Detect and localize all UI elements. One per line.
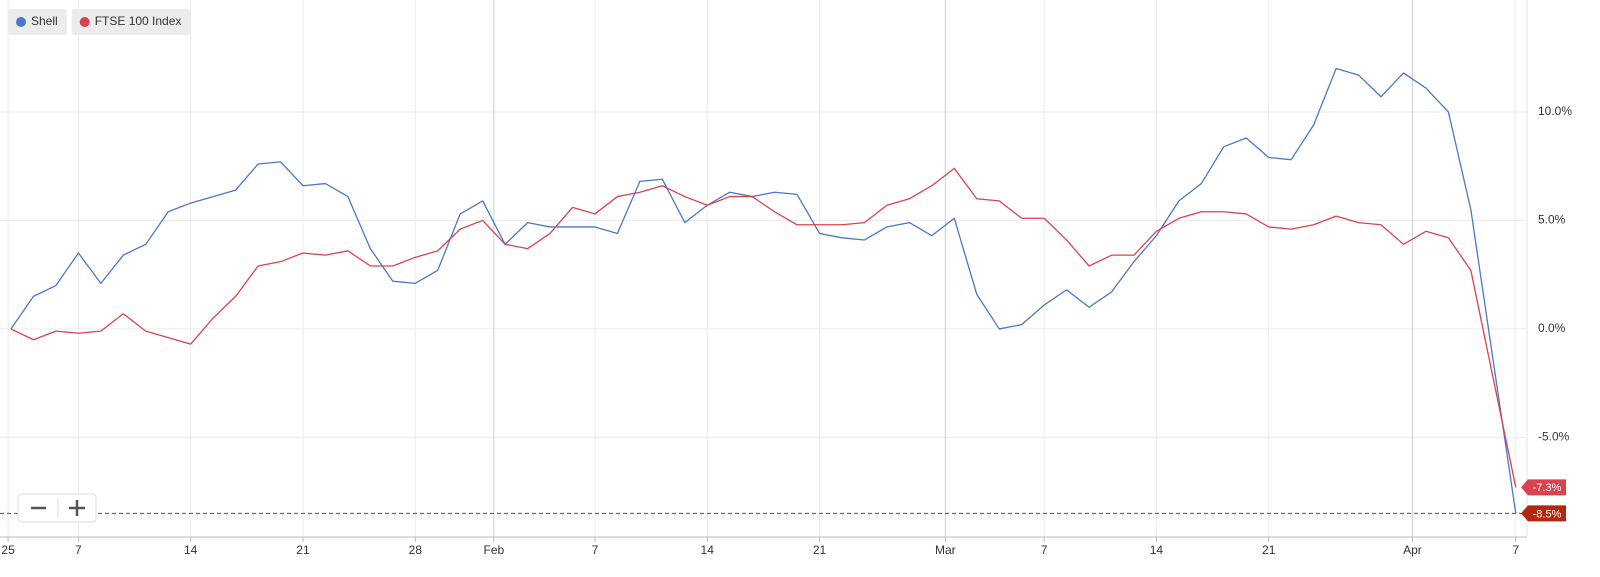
y-tick-label: 0.0% xyxy=(1538,321,1566,335)
x-tick-label: 7 xyxy=(592,543,599,557)
series-line xyxy=(10,67,1517,514)
legend-chip xyxy=(8,9,67,35)
x-tick-label: 7 xyxy=(75,543,82,557)
x-tick-label: 7 xyxy=(1041,543,1048,557)
x-tick-label: 7 xyxy=(1512,543,1519,557)
x-tick-label: 21 xyxy=(296,543,310,557)
legend-item[interactable]: Shell xyxy=(8,9,67,35)
y-tick-label: 10.0% xyxy=(1538,104,1572,118)
zoom-controls xyxy=(17,493,97,523)
x-tick-label: Mar xyxy=(935,543,956,557)
legend-swatch xyxy=(79,17,90,27)
legend-label: Shell xyxy=(31,14,58,28)
legend-item[interactable]: FTSE 100 Index xyxy=(71,9,191,35)
x-tick-label: Feb xyxy=(484,543,505,557)
zoom-in-button[interactable] xyxy=(59,495,95,521)
last-value-tag xyxy=(1521,505,1566,522)
legend-chip xyxy=(71,9,191,35)
zoom-out-button[interactable] xyxy=(19,495,57,521)
last-value-label: -7.3% xyxy=(1533,482,1562,494)
x-tick-label: 14 xyxy=(701,543,715,557)
series-line xyxy=(10,167,1517,488)
legend-swatch xyxy=(16,17,26,27)
x-tick-label: 21 xyxy=(1262,543,1276,557)
y-tick-label: 5.0% xyxy=(1538,213,1566,227)
x-tick-label: 21 xyxy=(813,543,827,557)
last-value-tag xyxy=(1521,479,1566,496)
x-tick-label: 14 xyxy=(184,543,198,557)
plot xyxy=(0,67,1527,514)
last-value-label: -8.5% xyxy=(1533,508,1562,520)
x-tick-label: 28 xyxy=(409,543,423,557)
legend-label: FTSE 100 Index xyxy=(95,14,182,28)
legend: Shell FTSE 100 Index xyxy=(8,9,191,35)
y-tick-label: -5.0% xyxy=(1538,430,1570,444)
x-tick-label: Apr xyxy=(1403,543,1422,557)
x-tick-label: 25 xyxy=(1,543,15,557)
grid xyxy=(0,0,1527,537)
x-tick-label: 14 xyxy=(1150,543,1164,557)
